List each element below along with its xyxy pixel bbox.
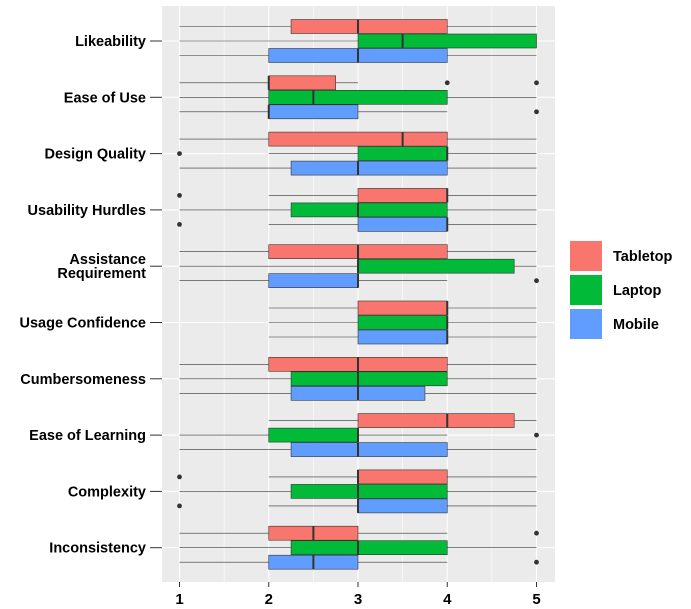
box-iqr [357, 469, 448, 485]
legend-key-mobile [570, 309, 602, 339]
box-mobile [179, 48, 537, 63]
x-tick-label: 4 [443, 591, 452, 608]
box-iqr [290, 19, 448, 34]
outlier-point [177, 503, 182, 509]
box-laptop [179, 484, 537, 499]
box-tabletop [268, 413, 537, 428]
legend-key-laptop [570, 275, 602, 305]
box-iqr [357, 217, 448, 232]
outlier-point [534, 559, 539, 565]
box-iqr [290, 202, 448, 218]
box-laptop [179, 90, 537, 105]
box-iqr [290, 484, 448, 499]
box-iqr [290, 160, 448, 176]
box-mobile [268, 329, 537, 345]
box-mobile [177, 498, 537, 514]
box-tabletop [179, 356, 537, 372]
outlier-point [534, 530, 539, 536]
category-label: Inconsistency [49, 541, 146, 557]
box-iqr [357, 300, 448, 316]
box-iqr [357, 498, 448, 514]
box-laptop [179, 33, 537, 49]
box-tabletop [177, 469, 537, 485]
box-iqr [268, 75, 336, 91]
box-iqr [357, 188, 448, 203]
box-iqr [290, 371, 448, 387]
outlier-point [177, 151, 182, 157]
legend-label-tabletop: Tabletop [613, 249, 672, 265]
outlier-point [534, 80, 539, 86]
category-label: Likeability [75, 34, 146, 50]
box-iqr [357, 146, 448, 161]
box-iqr [357, 33, 537, 49]
box-laptop [177, 146, 537, 161]
box-iqr [268, 90, 448, 105]
box-tabletop [179, 131, 537, 147]
outlier-point [177, 474, 182, 480]
outlier-point [534, 278, 539, 284]
outlier-point [177, 193, 182, 198]
box-iqr [268, 427, 359, 443]
category-label: Usage Confidence [20, 316, 147, 332]
x-tick-label: 5 [532, 591, 540, 608]
legend-label-mobile: Mobile [613, 317, 659, 333]
box-mobile [177, 217, 537, 232]
x-axis: 1 2 3 4 5 [175, 582, 541, 608]
box-mobile [179, 104, 539, 120]
box-mobile [179, 554, 539, 570]
box-iqr [357, 258, 515, 274]
box-laptop [179, 371, 537, 387]
box-laptop [268, 315, 537, 330]
category-label: Ease of Learning [29, 428, 146, 444]
box-iqr [290, 540, 448, 556]
boxes [177, 19, 539, 570]
outlier-point [534, 432, 539, 438]
category-label: Assistance Requirement [57, 252, 146, 282]
category-labels: Likeability Ease of Use Design Quality Usab… [20, 34, 162, 557]
box-tabletop [177, 188, 537, 203]
box-iqr [357, 413, 515, 428]
box-iqr [268, 273, 359, 289]
box-tabletop [179, 75, 539, 91]
box-mobile [179, 160, 537, 176]
box-laptop [179, 202, 537, 218]
outlier-point [534, 109, 539, 115]
x-tick-label: 2 [265, 591, 273, 608]
box-mobile [179, 273, 539, 289]
x-tick-label: 1 [175, 591, 183, 608]
box-tabletop [268, 300, 537, 316]
box-iqr [357, 315, 448, 330]
category-label: Usability Hurdles [28, 203, 146, 219]
x-tick-label: 3 [354, 591, 362, 608]
legend-key-tabletop [570, 241, 602, 271]
box-mobile [179, 385, 537, 401]
box-iqr [357, 329, 448, 345]
category-label: Cumbersomeness [20, 372, 146, 388]
box-mobile [179, 442, 537, 457]
box-laptop [179, 258, 537, 274]
legend-label-laptop: Laptop [613, 283, 661, 299]
category-label: Ease of Use [64, 90, 146, 106]
box-laptop [179, 427, 539, 443]
outlier-point [444, 80, 450, 86]
box-tabletop [179, 244, 537, 259]
box-laptop [179, 540, 537, 556]
legend: Tabletop Laptop Mobile [570, 241, 672, 339]
box-iqr [268, 104, 359, 120]
box-tabletop [179, 19, 537, 34]
category-label: Complexity [68, 484, 146, 500]
box-iqr [268, 131, 448, 147]
box-iqr [290, 442, 448, 457]
box-tabletop [179, 525, 539, 541]
category-label: Design Quality [44, 147, 146, 163]
outlier-point [177, 222, 182, 227]
